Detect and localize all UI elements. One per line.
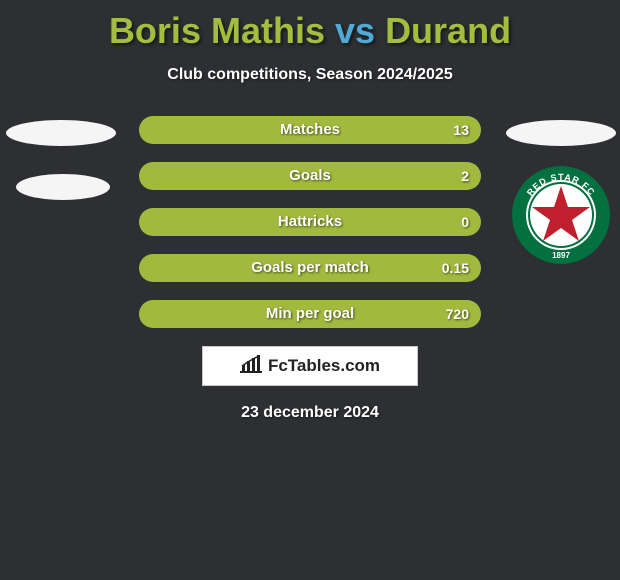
stat-bar-value: 0 xyxy=(461,208,469,236)
page-title: Boris Mathis vs Durand xyxy=(0,0,620,52)
title-player1: Boris Mathis xyxy=(109,10,325,51)
stat-bar-label: Min per goal xyxy=(139,300,481,328)
brand-text: FcTables.com xyxy=(268,356,380,376)
stats-bars: Matches13 Goals2 Hattricks0 Goals per match… xyxy=(0,116,620,328)
stat-bar-label: Goals xyxy=(139,162,481,190)
subtitle: Club competitions, Season 2024/2025 xyxy=(0,66,620,84)
stat-bar-value: 720 xyxy=(446,300,469,328)
stat-bar: Goals2 xyxy=(139,162,481,190)
stat-bar-value: 13 xyxy=(453,116,469,144)
stat-bar: Goals per match0.15 xyxy=(139,254,481,282)
stat-bar-label: Matches xyxy=(139,116,481,144)
stat-bar: Hattricks0 xyxy=(139,208,481,236)
stat-bar-value: 2 xyxy=(461,162,469,190)
title-vs: vs xyxy=(335,10,375,51)
stat-bar: Min per goal720 xyxy=(139,300,481,328)
title-player2: Durand xyxy=(385,10,511,51)
stat-bar-value: 0.15 xyxy=(442,254,469,282)
stat-bar-label: Goals per match xyxy=(139,254,481,282)
date-line: 23 december 2024 xyxy=(0,404,620,422)
stat-bar: Matches13 xyxy=(139,116,481,144)
brand-chart-icon xyxy=(240,355,262,378)
stat-bar-label: Hattricks xyxy=(139,208,481,236)
brand-box: FcTables.com xyxy=(202,346,418,386)
